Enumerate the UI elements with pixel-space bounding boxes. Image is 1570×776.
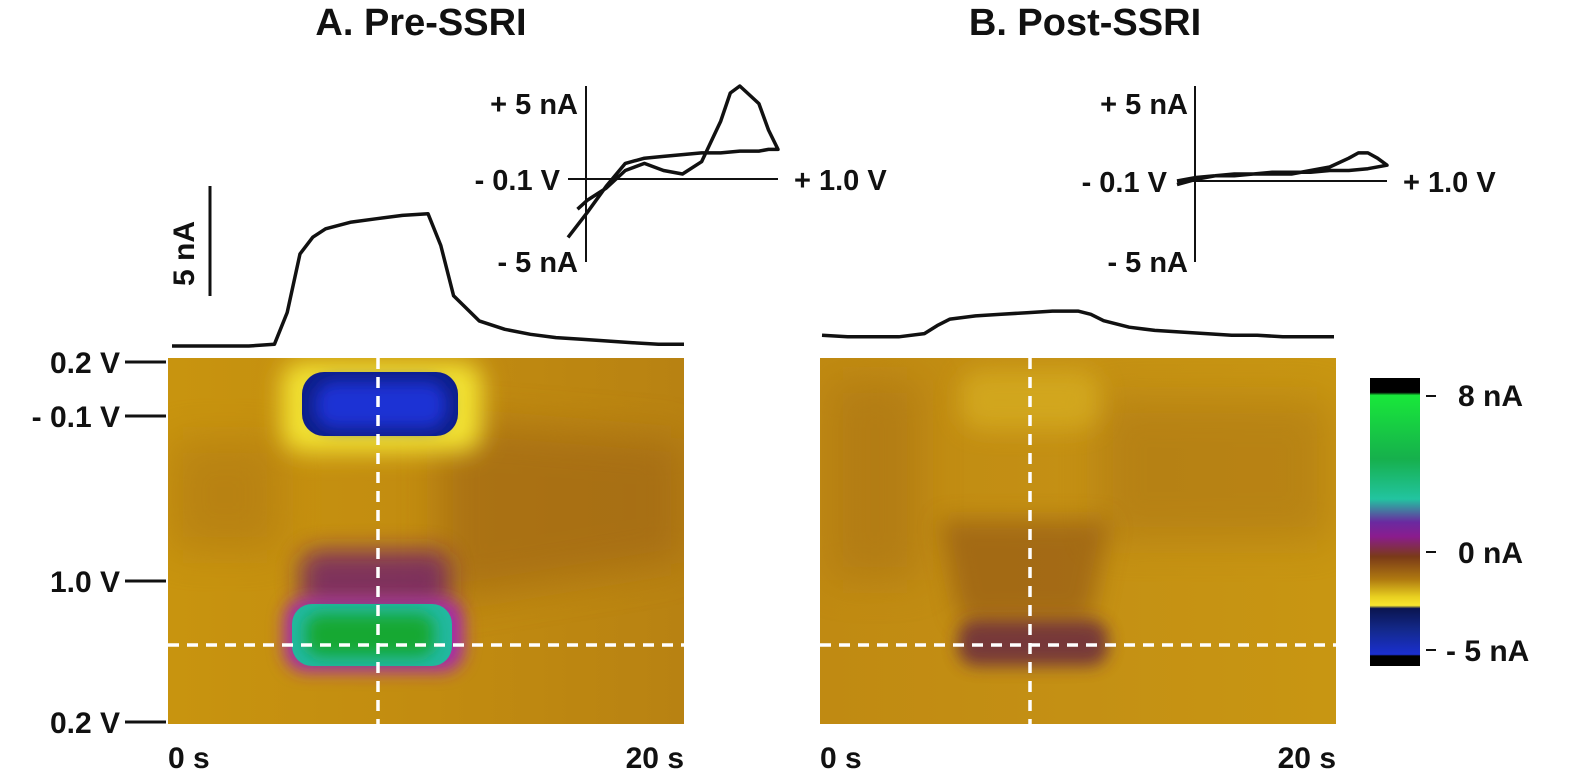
heatmap-a-reduction-core — [316, 382, 446, 428]
trace-b-line — [821, 309, 1334, 339]
potential-tick-label: - 0.1 V — [32, 401, 120, 434]
heatmap-b-shadow-left — [830, 380, 920, 580]
potential-axis: 0.2 V - 0.1 V 1.0 V 0.2 V — [32, 347, 166, 740]
time-label-a-end: 20 s — [626, 742, 684, 775]
cv-a-axes: + 5 nA - 0.1 V + 1.0 V - 5 nA — [475, 86, 887, 279]
panel-a-title: A. Pre-SSRI — [315, 2, 526, 44]
cv-b-ylabel-top: + 5 nA — [1100, 89, 1188, 121]
potential-tick-label: 1.0 V — [50, 566, 120, 599]
colorbar-label-zero: 0 nA — [1458, 537, 1523, 570]
heatmap-a-shadow-band — [440, 420, 684, 600]
time-label-b-end: 20 s — [1278, 742, 1336, 775]
scale-bar-label: 5 nA — [168, 221, 201, 286]
heatmap-a-shadow-left — [170, 440, 280, 550]
cv-b-axes: + 5 nA - 0.1 V + 1.0 V - 5 nA — [1082, 86, 1496, 279]
trace-a-line — [172, 211, 684, 348]
colorbar-label-min: - 5 nA — [1446, 635, 1529, 668]
time-label-a-start: 0 s — [168, 742, 210, 775]
colorbar: 8 nA 0 nA - 5 nA — [1370, 378, 1529, 668]
cv-a-ylabel-top: + 5 nA — [490, 89, 578, 121]
cv-b-line — [1176, 151, 1389, 187]
colorbar-gradient — [1370, 378, 1420, 666]
heatmap-b-shadow-right — [1100, 400, 1330, 540]
cv-a-xlabel-left: - 0.1 V — [475, 165, 561, 197]
heatmap-b-dark-spot — [958, 620, 1108, 666]
cv-b-xlabel-right: + 1.0 V — [1403, 167, 1496, 199]
time-label-b-start: 0 s — [820, 742, 862, 775]
panel-b-title: B. Post-SSRI — [969, 2, 1201, 44]
heatmap-a — [168, 358, 684, 724]
cv-a-xlabel-right: + 1.0 V — [794, 165, 887, 197]
colorbar-label-max: 8 nA — [1458, 380, 1523, 413]
heatmap-b — [820, 358, 1336, 724]
potential-tick-label: 0.2 V — [50, 707, 120, 740]
cv-a-line — [566, 84, 780, 239]
heatmap-a-oxidation-core — [306, 614, 434, 656]
cv-a-ylabel-bottom: - 5 nA — [497, 247, 578, 279]
cv-b-xlabel-left: - 0.1 V — [1082, 167, 1168, 199]
heatmap-b-shadow-fan — [940, 520, 1110, 620]
heatmap-a-purple-region — [300, 550, 450, 610]
potential-tick-label: 0.2 V — [50, 347, 120, 380]
cv-b-ylabel-bottom: - 5 nA — [1107, 247, 1188, 279]
